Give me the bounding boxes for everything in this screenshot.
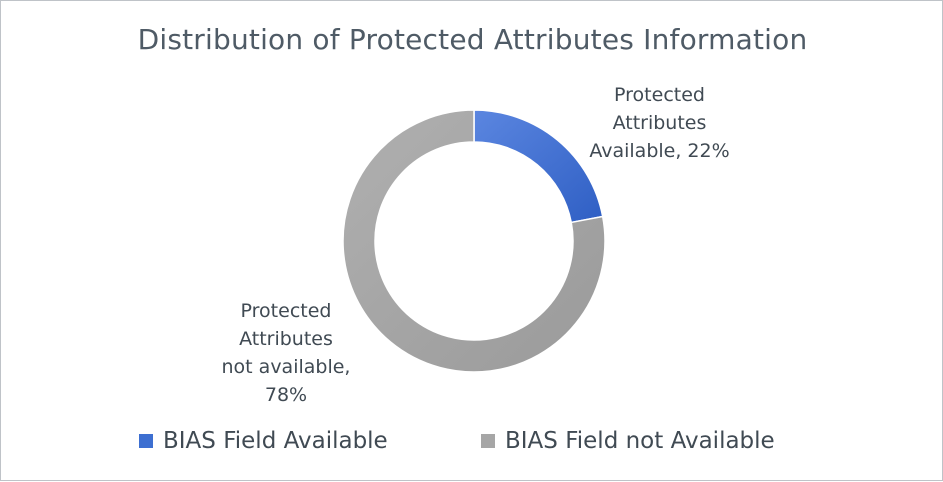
legend-label: BIAS Field not Available	[505, 428, 775, 454]
legend-swatch-not-available	[481, 434, 495, 448]
data-label-line: 78%	[264, 384, 308, 406]
data-label-line: Attributes	[612, 112, 707, 134]
data-label-not-available: Protected Attributes not available, 78%	[201, 297, 371, 409]
data-label-line: Attributes	[239, 328, 333, 350]
data-label-available: Protected Attributes Available, 22%	[567, 81, 752, 165]
data-label-line: Available, 22%	[589, 140, 730, 162]
donut-slice-not-available[interactable]	[342, 109, 606, 373]
legend-item-available[interactable]: BIAS Field Available	[139, 421, 388, 461]
chart-title: Distribution of Protected Attributes Inf…	[137, 23, 808, 56]
legend-label: BIAS Field Available	[163, 428, 388, 454]
data-label-line: not available,	[221, 356, 351, 378]
data-label-line: Protected	[614, 84, 705, 106]
legend-swatch-available	[139, 434, 153, 448]
legend: BIAS Field Available BIAS Field not Avai…	[1, 421, 943, 461]
data-label-line: Protected	[240, 300, 332, 322]
legend-item-not-available[interactable]: BIAS Field not Available	[481, 421, 775, 461]
